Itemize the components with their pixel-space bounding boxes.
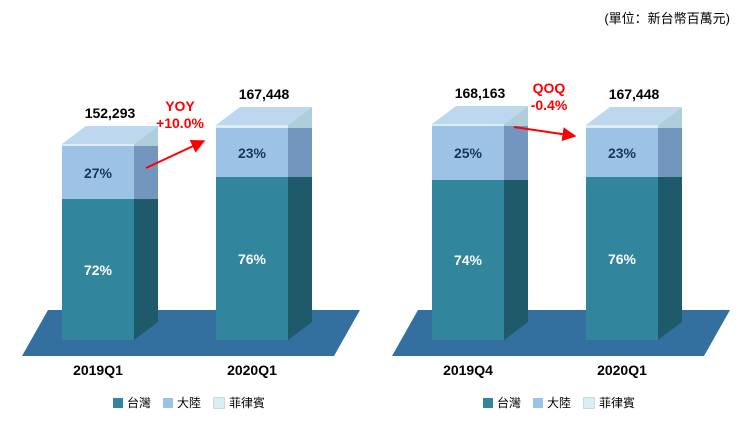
axis-label-2020q1: 2020Q1: [227, 362, 277, 378]
legend-swatch-philippines: [213, 396, 225, 409]
bar-top-face: [586, 107, 682, 125]
segment-china-pct-label: 27%: [83, 164, 113, 181]
bar-2019q4: 25% 74%: [432, 106, 528, 340]
segment-taiwan: 76%: [586, 177, 658, 340]
axis-label-2020q1: 2020Q1: [597, 362, 647, 378]
segment-china-pct-label: 23%: [237, 144, 267, 161]
bar-top-face: [432, 106, 528, 124]
segment-philippines: [432, 124, 504, 126]
annotation-yoy: YOY +10.0%: [134, 98, 226, 132]
total-value-label: 168,163: [454, 85, 506, 101]
legend: 台灣 大陸 菲律賓: [378, 394, 740, 411]
legend-label-taiwan: 台灣: [126, 396, 151, 410]
legend-item-taiwan: 台灣: [112, 394, 151, 411]
segment-china: 23%: [586, 128, 658, 177]
segment-taiwan: 76%: [216, 177, 288, 340]
bar-2020q1: 23% 76%: [216, 107, 312, 340]
segment-taiwan-pct-label: 72%: [83, 261, 113, 278]
axis-label-2019q4: 2019Q4: [443, 362, 493, 378]
segment-china-pct-label: 25%: [453, 145, 483, 161]
segment-philippines: [216, 125, 288, 128]
segment-taiwan: 72%: [62, 199, 134, 340]
legend-swatch-taiwan: [112, 397, 123, 408]
chart-qoq: 25% 74% 23% 76% 168,163 167,448 QOQ -0.4…: [378, 0, 740, 425]
bar-2020q1: 23% 76%: [586, 107, 682, 340]
legend-swatch-china: [532, 397, 543, 408]
annotation-qoq-line2: -0.4%: [530, 97, 568, 113]
segment-china-pct-label: 23%: [607, 144, 637, 161]
segment-taiwan-pct-label: 76%: [607, 250, 637, 267]
legend-swatch-philippines: [583, 396, 595, 409]
unit-note: (單位：新台幣百萬元): [604, 11, 730, 26]
segment-china: 23%: [216, 128, 288, 177]
legend-item-philippines: 菲律賓: [213, 394, 265, 411]
legend-item-taiwan: 台灣: [482, 394, 521, 411]
segment-philippines: [62, 144, 134, 146]
total-value-label: 152,293: [84, 105, 136, 121]
legend-swatch-china: [162, 397, 173, 408]
legend-label-philippines: 菲律賓: [229, 396, 266, 410]
segment-china: 25%: [432, 126, 504, 180]
bar-side-face: [658, 107, 682, 340]
legend-label-philippines: 菲律賓: [599, 396, 636, 410]
annotation-qoq: QOQ -0.4%: [503, 80, 595, 114]
legend: 台灣 大陸 菲律賓: [8, 394, 370, 411]
bar-2019q1: 27% 72%: [62, 126, 158, 340]
legend-label-taiwan: 台灣: [496, 396, 521, 410]
legend-label-china: 大陸: [176, 396, 201, 410]
axis-label-2019q1: 2019Q1: [73, 362, 123, 378]
legend-swatch-taiwan: [482, 397, 493, 408]
segment-taiwan-pct-label: 74%: [453, 252, 483, 268]
segment-china: 27%: [62, 146, 134, 199]
legend-item-china: 大陸: [162, 394, 201, 411]
bar-top-face: [216, 107, 312, 125]
bar-side-face: [134, 126, 158, 340]
legend-label-china: 大陸: [546, 396, 571, 410]
segment-taiwan-pct-label: 76%: [237, 250, 267, 267]
bar-side-face: [504, 106, 528, 340]
bar-side-face: [288, 107, 312, 340]
annotation-yoy-line2: +10.0%: [156, 115, 204, 131]
segment-taiwan: 74%: [432, 180, 504, 340]
segment-philippines: [586, 125, 658, 128]
bar-top-face: [62, 126, 158, 144]
total-value-label: 167,448: [608, 86, 660, 102]
annotation-qoq-line1: QOQ: [532, 80, 566, 96]
legend-item-philippines: 菲律賓: [583, 394, 635, 411]
annotation-yoy-line1: YOY: [165, 98, 195, 114]
total-value-label: 167,448: [238, 86, 290, 102]
legend-item-china: 大陸: [532, 394, 571, 411]
chart-yoy: 27% 72% 23% 76% 152,293 167,448 YOY +10.…: [8, 0, 370, 425]
